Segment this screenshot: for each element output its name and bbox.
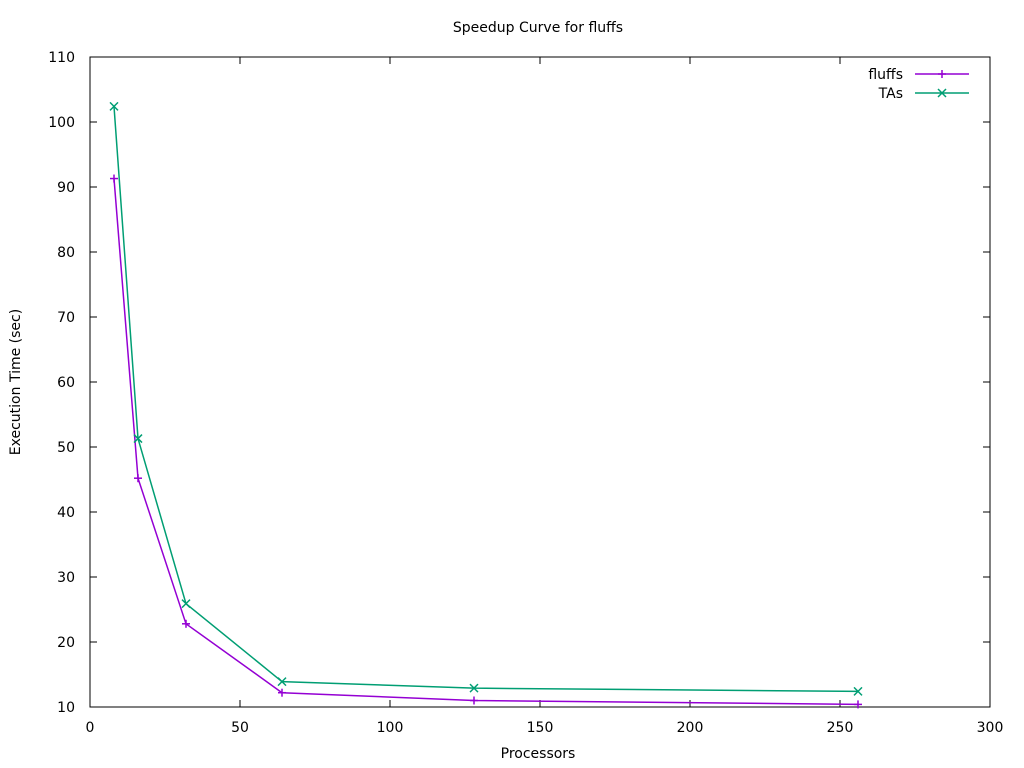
x-tick-label: 200 (677, 720, 704, 736)
series-line-TAs (113, 106, 859, 693)
y-tick-label: 80 (57, 245, 75, 261)
series-layer (109, 101, 863, 709)
x-tick-label: 250 (827, 720, 854, 736)
y-tick-label: 90 (57, 180, 75, 196)
y-tick-label: 20 (57, 635, 75, 651)
data-point-TAs (853, 686, 863, 696)
data-point-TAs (277, 677, 287, 687)
data-point-fluffs (110, 174, 118, 183)
x-axis-label: Processors (501, 746, 576, 762)
x-tick-label: 0 (86, 720, 95, 736)
data-point-fluffs (470, 696, 478, 705)
y-tick-label: 10 (57, 700, 75, 716)
series-line-fluffs (113, 178, 859, 706)
data-point-TAs (133, 434, 143, 444)
y-axis-label: Execution Time (sec) (8, 309, 24, 455)
y-tick-label: 110 (48, 50, 75, 66)
data-point-fluffs (278, 688, 286, 697)
data-point-TAs (109, 101, 119, 111)
data-point-TAs (469, 683, 479, 693)
y-tick-label: 30 (57, 570, 75, 586)
chart-title: Speedup Curve for fluffs (453, 20, 623, 36)
y-tick-label: 70 (57, 310, 75, 326)
legend: fluffs TAs (868, 67, 969, 102)
x-tick-label: 300 (977, 720, 1004, 736)
axis-ticks: 0 50 100 150 200 250 300 10 20 30 40 50 60 70 80 90 100 1… (48, 50, 1003, 736)
y-tick-label: 40 (57, 505, 75, 521)
data-point-fluffs (854, 700, 862, 709)
data-point-TAs (181, 599, 191, 609)
x-tick-label: 50 (231, 720, 249, 736)
x-tick-label: 100 (377, 720, 404, 736)
data-point-fluffs (182, 619, 190, 628)
data-point-fluffs (134, 474, 142, 483)
legend-label-fluffs: fluffs (868, 67, 903, 83)
legend-marker-TAs (937, 88, 947, 98)
y-tick-label: 50 (57, 440, 75, 456)
y-tick-label: 60 (57, 375, 75, 391)
y-tick-label: 100 (48, 115, 75, 131)
legend-marker-fluffs (938, 70, 946, 78)
legend-label-TAs: TAs (878, 86, 903, 102)
plot-frame (89, 56, 991, 708)
x-tick-label: 150 (527, 720, 554, 736)
